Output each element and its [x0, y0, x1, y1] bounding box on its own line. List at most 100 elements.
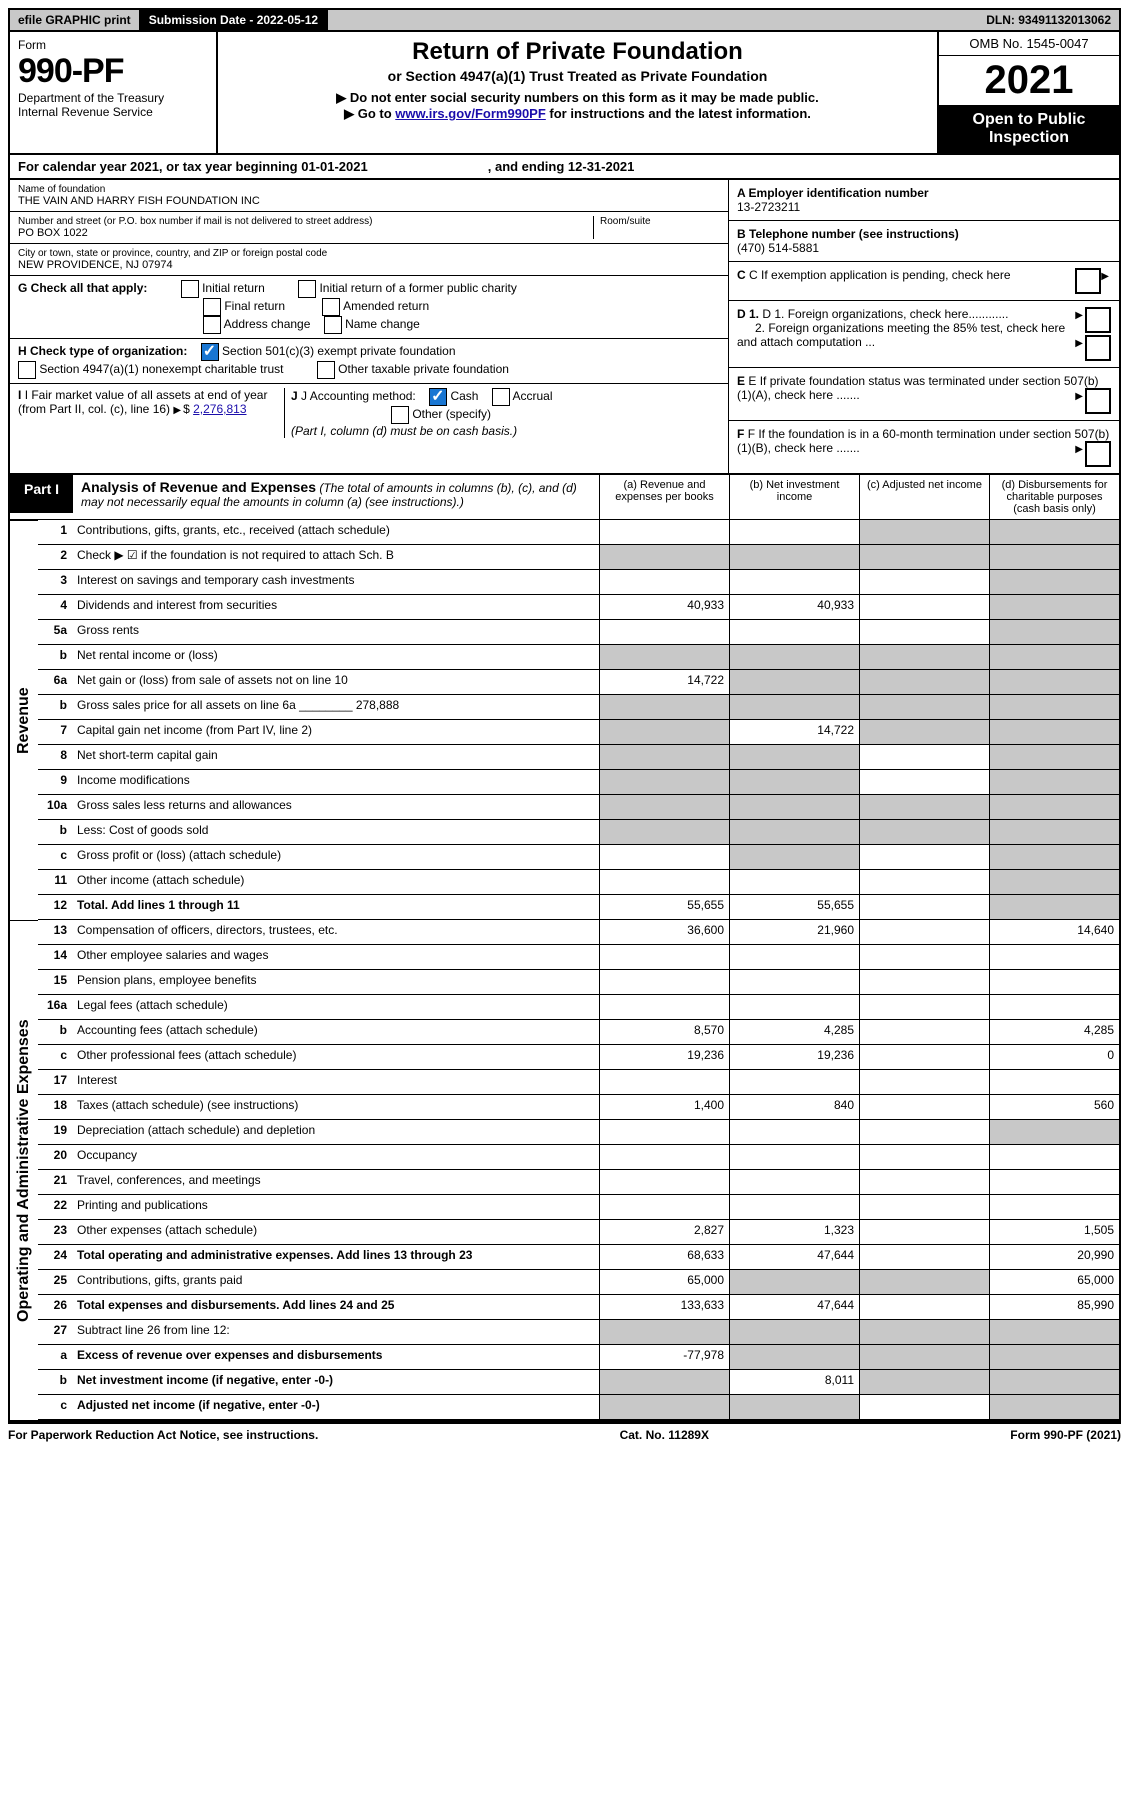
- cell-c: [859, 795, 989, 820]
- row-number: 11: [38, 870, 72, 895]
- cell-a: 36,600: [599, 920, 729, 945]
- cell-a: [599, 745, 729, 770]
- cell-b: [729, 1320, 859, 1345]
- cell-b: 14,722: [729, 720, 859, 745]
- d1-checkbox[interactable]: [1085, 307, 1111, 333]
- cell-a: [599, 645, 729, 670]
- cash-checkbox[interactable]: [429, 388, 447, 406]
- cell-b: [729, 1345, 859, 1370]
- foundation-name: THE VAIN AND HARRY FISH FOUNDATION INC: [18, 195, 720, 207]
- name-change-checkbox[interactable]: [324, 316, 342, 334]
- amended-return-checkbox[interactable]: [322, 298, 340, 316]
- col-d-header: (d) Disbursements for charitable purpose…: [989, 475, 1119, 520]
- section-j: J J Accounting method: Cash Accrual Othe…: [285, 388, 720, 438]
- address-value: PO BOX 1022: [18, 227, 593, 239]
- efile-graphic-print[interactable]: efile GRAPHIC print: [10, 10, 141, 30]
- part1-title: Analysis of Revenue and Expenses: [81, 479, 316, 495]
- row-description: Legal fees (attach schedule): [72, 995, 599, 1020]
- cell-b: [729, 995, 859, 1020]
- row-number: 2: [38, 545, 72, 570]
- cell-b: [729, 845, 859, 870]
- cell-c: [859, 1045, 989, 1070]
- d1-label: D 1. Foreign organizations, check here..…: [762, 307, 1008, 321]
- row-number: b: [38, 820, 72, 845]
- cell-b: [729, 795, 859, 820]
- row-description: Accounting fees (attach schedule): [72, 1020, 599, 1045]
- cell-c: [859, 1320, 989, 1345]
- cell-c: [859, 770, 989, 795]
- f-checkbox[interactable]: [1085, 441, 1111, 467]
- address-change-checkbox[interactable]: [203, 316, 221, 334]
- cell-a: [599, 1070, 729, 1095]
- cell-d: [989, 520, 1119, 545]
- cell-c: [859, 595, 989, 620]
- catalog-number: Cat. No. 11289X: [620, 1428, 709, 1442]
- cell-b: [729, 770, 859, 795]
- accrual-checkbox[interactable]: [492, 388, 510, 406]
- initial-return-checkbox[interactable]: [181, 280, 199, 298]
- row-number: 4: [38, 595, 72, 620]
- cell-a: 55,655: [599, 895, 729, 920]
- cell-c: [859, 545, 989, 570]
- cell-a: [599, 1195, 729, 1220]
- row-number: 1: [38, 520, 72, 545]
- 501c3-checkbox[interactable]: [201, 343, 219, 361]
- dept-treasury: Department of the Treasury: [18, 91, 208, 105]
- cell-b: [729, 570, 859, 595]
- row-number: c: [38, 1395, 72, 1420]
- row-number: 7: [38, 720, 72, 745]
- cell-c: [859, 1295, 989, 1320]
- cell-a: [599, 970, 729, 995]
- f-label: F If the foundation is in a 60-month ter…: [737, 427, 1109, 455]
- cell-b: [729, 695, 859, 720]
- final-return-checkbox[interactable]: [203, 298, 221, 316]
- e-checkbox[interactable]: [1085, 388, 1111, 414]
- topbar: efile GRAPHIC print Submission Date - 20…: [8, 8, 1121, 32]
- fmv-link[interactable]: 2,276,813: [193, 402, 246, 416]
- cell-d: [989, 1320, 1119, 1345]
- row-number: 25: [38, 1270, 72, 1295]
- d2-checkbox[interactable]: [1085, 335, 1111, 361]
- other-method-checkbox[interactable]: [391, 406, 409, 424]
- room-suite-label: Room/suite: [600, 216, 720, 227]
- 4947a1-checkbox[interactable]: [18, 361, 36, 379]
- row-description: Other professional fees (attach schedule…: [72, 1045, 599, 1070]
- row-number: 18: [38, 1095, 72, 1120]
- cell-a: [599, 695, 729, 720]
- row-number: 5a: [38, 620, 72, 645]
- address-label: Number and street (or P.O. box number if…: [18, 216, 593, 227]
- row-description: Subtract line 26 from line 12:: [72, 1320, 599, 1345]
- cell-a: -77,978: [599, 1345, 729, 1370]
- row-number: 8: [38, 745, 72, 770]
- cell-b: [729, 1270, 859, 1295]
- cell-a: [599, 1320, 729, 1345]
- row-number: 17: [38, 1070, 72, 1095]
- other-taxable-checkbox[interactable]: [317, 361, 335, 379]
- cell-a: [599, 945, 729, 970]
- form-subtitle: or Section 4947(a)(1) Trust Treated as P…: [226, 68, 929, 84]
- cell-a: [599, 845, 729, 870]
- form990pf-link[interactable]: www.irs.gov/Form990PF: [395, 106, 546, 121]
- cell-d: [989, 1145, 1119, 1170]
- cell-c: [859, 1120, 989, 1145]
- cell-c: [859, 1070, 989, 1095]
- cell-a: [599, 820, 729, 845]
- cell-a: 14,722: [599, 670, 729, 695]
- row-number: a: [38, 1345, 72, 1370]
- row-number: b: [38, 695, 72, 720]
- cell-b: [729, 670, 859, 695]
- part1-grid: Part I Analysis of Revenue and Expenses …: [8, 475, 1121, 520]
- cell-c: [859, 845, 989, 870]
- initial-return-former-checkbox[interactable]: [298, 280, 316, 298]
- cell-a: [599, 570, 729, 595]
- cell-b: 840: [729, 1095, 859, 1120]
- revenue-vertical-label: Revenue: [10, 520, 38, 920]
- cell-d: 65,000: [989, 1270, 1119, 1295]
- row-description: Pension plans, employee benefits: [72, 970, 599, 995]
- row-number: 15: [38, 970, 72, 995]
- c-checkbox[interactable]: [1075, 268, 1101, 294]
- cell-c: [859, 1145, 989, 1170]
- row-number: b: [38, 1370, 72, 1395]
- row-description: Interest: [72, 1070, 599, 1095]
- cell-c: [859, 1270, 989, 1295]
